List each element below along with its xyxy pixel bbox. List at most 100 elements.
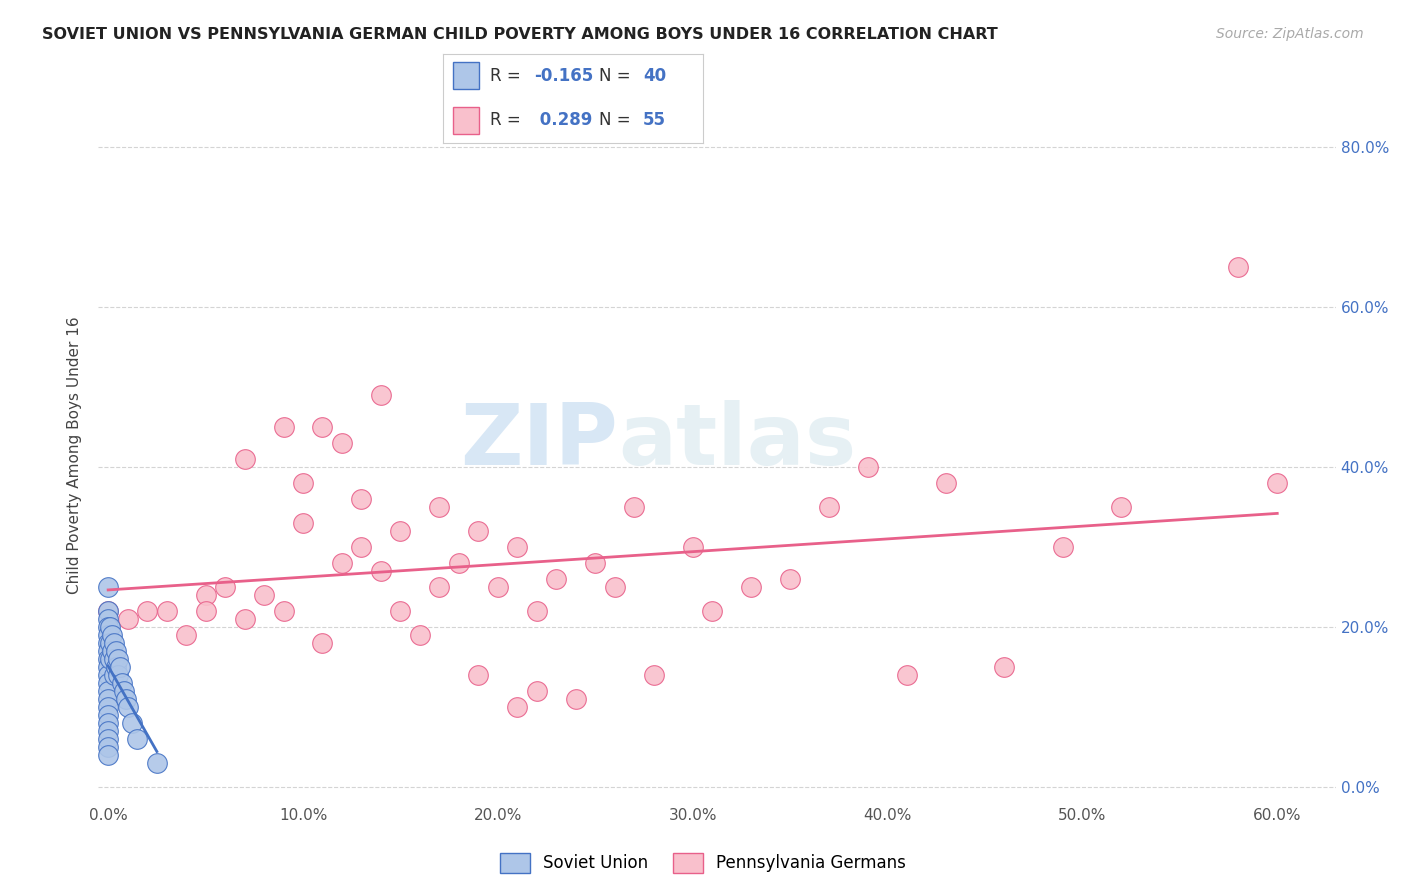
Point xyxy=(389,604,412,618)
Text: -0.165: -0.165 xyxy=(534,67,593,85)
Point xyxy=(565,691,588,706)
Point xyxy=(292,475,315,490)
Point xyxy=(111,676,134,690)
Point xyxy=(682,540,704,554)
Point xyxy=(233,451,256,466)
Point xyxy=(104,644,127,658)
Point xyxy=(506,540,529,554)
Point xyxy=(1227,260,1250,274)
Point xyxy=(97,723,120,738)
Point xyxy=(97,715,120,730)
Point xyxy=(97,691,120,706)
Text: R =: R = xyxy=(489,67,526,85)
Point xyxy=(97,699,120,714)
Point xyxy=(506,699,529,714)
Point xyxy=(97,612,120,626)
Point xyxy=(429,580,451,594)
Point xyxy=(194,588,217,602)
Point xyxy=(97,731,120,746)
Point xyxy=(97,604,120,618)
Point xyxy=(121,715,143,730)
Point xyxy=(214,580,236,594)
Point xyxy=(292,516,315,530)
Point xyxy=(370,564,392,578)
Point xyxy=(107,668,129,682)
Point xyxy=(97,620,120,634)
Point xyxy=(935,475,957,490)
Text: N =: N = xyxy=(599,67,636,85)
Point xyxy=(330,556,353,570)
Point xyxy=(103,636,125,650)
Point xyxy=(1111,500,1133,514)
Point xyxy=(97,660,120,674)
Point xyxy=(98,652,121,666)
Point xyxy=(389,524,412,538)
Point xyxy=(97,644,120,658)
Text: Source: ZipAtlas.com: Source: ZipAtlas.com xyxy=(1216,27,1364,41)
Legend: Soviet Union, Pennsylvania Germans: Soviet Union, Pennsylvania Germans xyxy=(494,847,912,880)
Point xyxy=(194,604,217,618)
Point xyxy=(856,459,879,474)
Text: SOVIET UNION VS PENNSYLVANIA GERMAN CHILD POVERTY AMONG BOYS UNDER 16 CORRELATIO: SOVIET UNION VS PENNSYLVANIA GERMAN CHIL… xyxy=(42,27,998,42)
Point xyxy=(97,652,120,666)
Text: 40: 40 xyxy=(643,67,666,85)
Point xyxy=(330,436,353,450)
Point xyxy=(117,699,139,714)
Point xyxy=(103,668,125,682)
Point xyxy=(97,668,120,682)
Text: R =: R = xyxy=(489,112,526,129)
Point xyxy=(1265,475,1288,490)
Point xyxy=(233,612,256,626)
Point xyxy=(101,628,124,642)
Point xyxy=(97,707,120,722)
Text: 55: 55 xyxy=(643,112,666,129)
FancyBboxPatch shape xyxy=(453,107,479,134)
Point xyxy=(486,580,509,594)
FancyBboxPatch shape xyxy=(453,62,479,89)
Point xyxy=(702,604,724,618)
Point xyxy=(779,572,801,586)
Point xyxy=(97,676,120,690)
Point xyxy=(104,660,127,674)
Point xyxy=(350,540,373,554)
Point xyxy=(546,572,568,586)
Point xyxy=(97,683,120,698)
Point xyxy=(112,683,135,698)
Point xyxy=(273,420,295,434)
Point xyxy=(103,652,125,666)
Point xyxy=(447,556,470,570)
Point xyxy=(98,620,121,634)
Point xyxy=(114,691,136,706)
Text: atlas: atlas xyxy=(619,400,856,483)
Point xyxy=(818,500,841,514)
Point xyxy=(174,628,197,642)
Point xyxy=(623,500,645,514)
Point xyxy=(146,756,169,770)
Point xyxy=(253,588,276,602)
Text: ZIP: ZIP xyxy=(460,400,619,483)
Point xyxy=(97,636,120,650)
Point xyxy=(117,612,139,626)
Point xyxy=(409,628,432,642)
Point xyxy=(1052,540,1074,554)
Point xyxy=(97,739,120,754)
Point xyxy=(311,420,333,434)
Text: 0.289: 0.289 xyxy=(534,112,592,129)
Point xyxy=(740,580,762,594)
Point xyxy=(98,636,121,650)
Point xyxy=(993,660,1015,674)
Point xyxy=(370,388,392,402)
Point xyxy=(97,747,120,762)
Point xyxy=(101,644,124,658)
Point xyxy=(311,636,333,650)
Point xyxy=(107,652,129,666)
Point xyxy=(583,556,606,570)
Point xyxy=(273,604,295,618)
Point xyxy=(108,660,131,674)
Point xyxy=(429,500,451,514)
Point xyxy=(156,604,179,618)
Point xyxy=(467,668,489,682)
Point xyxy=(896,668,918,682)
Point xyxy=(136,604,159,618)
Point xyxy=(467,524,489,538)
